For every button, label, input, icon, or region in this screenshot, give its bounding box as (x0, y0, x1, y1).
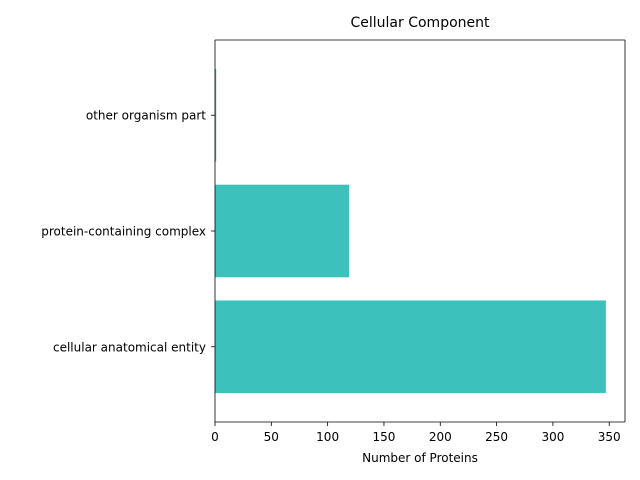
bar-cellular-anatomical-entity (215, 300, 606, 394)
x-tick-label: 300 (541, 430, 564, 444)
y-tick-label: protein-containing complex (41, 225, 206, 239)
x-tick-label: 100 (316, 430, 339, 444)
y-ticks-group: cellular anatomical entity protein-contai… (41, 109, 215, 354)
x-axis-label: Number of Proteins (362, 451, 478, 465)
x-tick-label: 50 (264, 430, 279, 444)
x-tick-label: 150 (373, 430, 396, 444)
x-tick-label: 250 (485, 430, 508, 444)
x-tick-label: 200 (429, 430, 452, 444)
x-ticks-group: 0 50 100 150 200 250 300 350 (211, 422, 621, 444)
chart-title: Cellular Component (351, 15, 491, 31)
bars-group (215, 68, 606, 394)
y-tick-label: other organism part (86, 109, 206, 123)
x-tick-label: 0 (211, 430, 219, 444)
bar-other-organism-part (215, 68, 217, 162)
y-tick-label: cellular anatomical entity (53, 340, 206, 354)
bar-protein-containing-complex (215, 184, 350, 278)
x-tick-label: 350 (598, 430, 621, 444)
